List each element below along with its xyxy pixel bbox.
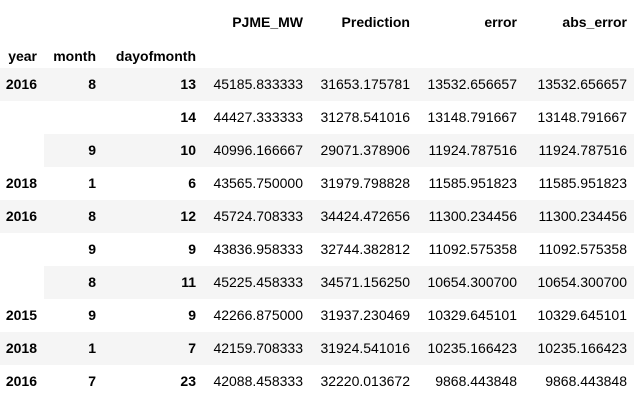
index-dayofmonth: 13: [103, 68, 203, 101]
cell-prediction: 31278.541016: [310, 101, 417, 134]
cell-pjme-mw: 43836.958333: [203, 233, 310, 266]
cell-pjme-mw: 42159.708333: [203, 332, 310, 365]
cell-abs-error: 10329.645101: [524, 299, 634, 332]
table-row: 2016 8 13 45185.833333 31653.175781 1353…: [0, 68, 634, 101]
index-name-dayofmonth: dayofmonth: [115, 48, 196, 64]
cell-abs-error: 11300.234456: [524, 200, 634, 233]
index-name-month: month: [53, 48, 96, 64]
index-month: 9: [44, 134, 103, 167]
cell-pjme-mw: 42088.458333: [203, 365, 310, 398]
cell-abs-error: 11092.575358: [524, 233, 634, 266]
cell-prediction: 29071.378906: [310, 134, 417, 167]
table-row: 2018 1 6 43565.750000 31979.798828 11585…: [0, 167, 634, 200]
cell-error: 11585.951823: [417, 167, 524, 200]
cell-prediction: 31979.798828: [310, 167, 417, 200]
index-year: 2016: [0, 68, 44, 101]
index-dayofmonth: 12: [103, 200, 203, 233]
cell-error: 13148.791667: [417, 101, 524, 134]
cell-pjme-mw: 45185.833333: [203, 68, 310, 101]
cell-pjme-mw: 44427.333333: [203, 101, 310, 134]
column-header-error: error: [484, 14, 517, 30]
index-month: 1: [44, 332, 103, 365]
header-blank: [310, 44, 417, 68]
cell-error: 9868.443848: [417, 365, 524, 398]
cell-abs-error: 11585.951823: [524, 167, 634, 200]
cell-pjme-mw: 40996.166667: [203, 134, 310, 167]
index-month: 9: [44, 299, 103, 332]
index-dayofmonth: 23: [103, 365, 203, 398]
header-blank: [524, 44, 634, 68]
column-header-abs-error: abs_error: [562, 14, 627, 30]
header-blank: [0, 0, 44, 44]
cell-pjme-mw: 42266.875000: [203, 299, 310, 332]
header-row-index-names: year month dayofmonth: [0, 44, 634, 68]
cell-abs-error: 11924.787516: [524, 134, 634, 167]
column-header-pjme-mw: PJME_MW: [232, 14, 303, 30]
header-blank: [44, 0, 103, 44]
table-row: 2016 8 12 45724.708333 34424.472656 1130…: [0, 200, 634, 233]
index-year: 2015: [0, 299, 44, 332]
cell-prediction: 34571.156250: [310, 266, 417, 299]
index-dayofmonth: 9: [103, 233, 203, 266]
column-header-prediction: Prediction: [341, 14, 410, 30]
index-year: 2018: [0, 332, 44, 365]
table-row: 8 11 45225.458333 34571.156250 10654.300…: [0, 266, 634, 299]
index-month: [44, 101, 103, 134]
header-blank: [203, 44, 310, 68]
header-row-columns: PJME_MW Prediction error abs_error: [0, 0, 634, 44]
header-blank: [103, 0, 203, 44]
table-row: 9 10 40996.166667 29071.378906 11924.787…: [0, 134, 634, 167]
index-dayofmonth: 9: [103, 299, 203, 332]
cell-prediction: 34424.472656: [310, 200, 417, 233]
index-month: 9: [44, 233, 103, 266]
cell-pjme-mw: 45724.708333: [203, 200, 310, 233]
index-year: 2016: [0, 200, 44, 233]
index-month: 8: [44, 68, 103, 101]
index-dayofmonth: 10: [103, 134, 203, 167]
cell-pjme-mw: 45225.458333: [203, 266, 310, 299]
index-year: [0, 233, 44, 266]
index-month: 8: [44, 200, 103, 233]
cell-prediction: 31924.541016: [310, 332, 417, 365]
cell-error: 10654.300700: [417, 266, 524, 299]
index-month: 7: [44, 365, 103, 398]
index-year: [0, 134, 44, 167]
index-year: [0, 266, 44, 299]
cell-error: 10235.166423: [417, 332, 524, 365]
cell-error: 11300.234456: [417, 200, 524, 233]
cell-prediction: 31653.175781: [310, 68, 417, 101]
index-dayofmonth: 11: [103, 266, 203, 299]
index-name-year: year: [8, 48, 37, 64]
cell-prediction: 32744.382812: [310, 233, 417, 266]
index-month: 8: [44, 266, 103, 299]
cell-error: 11924.787516: [417, 134, 524, 167]
index-year: [0, 101, 44, 134]
cell-abs-error: 10235.166423: [524, 332, 634, 365]
table-row: 2015 9 9 42266.875000 31937.230469 10329…: [0, 299, 634, 332]
table-row: 2016 7 23 42088.458333 32220.013672 9868…: [0, 365, 634, 398]
index-month: 1: [44, 167, 103, 200]
cell-error: 13532.656657: [417, 68, 524, 101]
index-year: 2018: [0, 167, 44, 200]
table-row: 14 44427.333333 31278.541016 13148.79166…: [0, 101, 634, 134]
cell-prediction: 31937.230469: [310, 299, 417, 332]
table-row: 2018 1 7 42159.708333 31924.541016 10235…: [0, 332, 634, 365]
cell-error: 11092.575358: [417, 233, 524, 266]
cell-error: 10329.645101: [417, 299, 524, 332]
cell-pjme-mw: 43565.750000: [203, 167, 310, 200]
index-year: 2016: [0, 365, 44, 398]
index-dayofmonth: 7: [103, 332, 203, 365]
header-blank: [417, 44, 524, 68]
cell-prediction: 32220.013672: [310, 365, 417, 398]
cell-abs-error: 13532.656657: [524, 68, 634, 101]
cell-abs-error: 10654.300700: [524, 266, 634, 299]
table-row: 9 9 43836.958333 32744.382812 11092.5753…: [0, 233, 634, 266]
index-dayofmonth: 14: [103, 101, 203, 134]
cell-abs-error: 9868.443848: [524, 365, 634, 398]
dataframe-table: PJME_MW Prediction error abs_error year …: [0, 0, 634, 398]
cell-abs-error: 13148.791667: [524, 101, 634, 134]
index-dayofmonth: 6: [103, 167, 203, 200]
